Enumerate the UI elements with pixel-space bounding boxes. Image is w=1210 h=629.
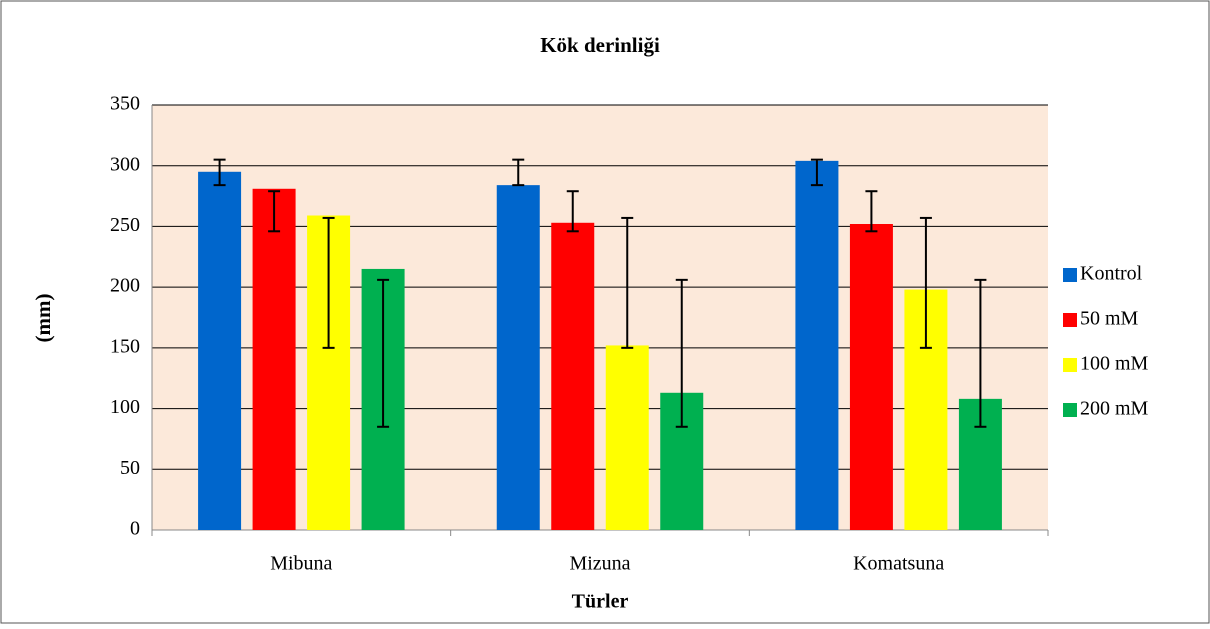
legend-swatch <box>1063 403 1077 417</box>
bar <box>496 185 540 530</box>
x-tick-label: Komatsuna <box>853 553 944 575</box>
legend-label: 200 mM <box>1080 398 1149 420</box>
y-tick-label: 350 <box>110 93 140 115</box>
x-tick-label: Mibuna <box>270 553 332 575</box>
bar <box>849 224 893 530</box>
y-tick-label: 50 <box>120 457 140 479</box>
bar <box>252 188 296 531</box>
y-axis-label: (mm) <box>31 294 55 343</box>
y-tick-label: 200 <box>110 275 140 297</box>
y-tick-label: 150 <box>110 335 140 357</box>
y-tick-label: 0 <box>130 518 140 540</box>
legend-swatch <box>1063 268 1077 282</box>
y-tick-label: 250 <box>110 214 140 236</box>
legend-swatch <box>1063 313 1077 327</box>
bar <box>551 222 595 531</box>
chart-title: Kök derinliği <box>540 33 660 57</box>
legend-label: Kontrol <box>1080 263 1143 285</box>
legend-swatch <box>1063 358 1077 372</box>
bar <box>605 345 649 530</box>
bar <box>795 160 839 530</box>
y-tick-label: 100 <box>110 396 140 418</box>
x-axis-label: Türler <box>572 591 629 613</box>
bar <box>198 171 242 531</box>
y-tick-label: 300 <box>110 153 140 175</box>
legend-label: 100 mM <box>1080 353 1149 375</box>
plot-area <box>152 105 1048 530</box>
legend-label: 50 mM <box>1080 308 1139 330</box>
x-tick-label: Mizuna <box>569 553 630 575</box>
